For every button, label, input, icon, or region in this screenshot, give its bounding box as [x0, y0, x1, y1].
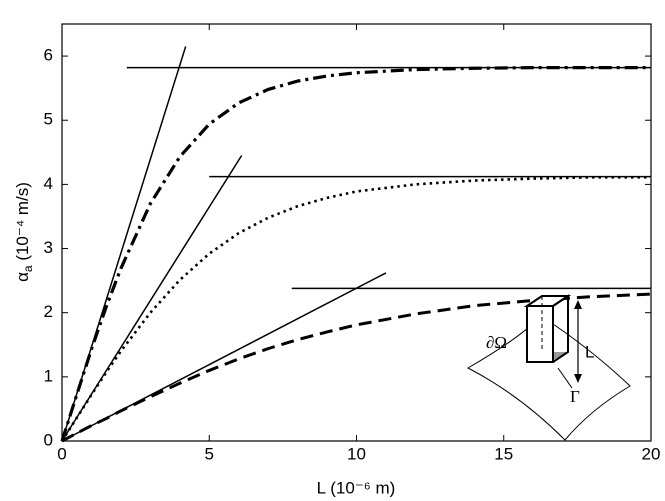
y-tick-label: 5	[44, 110, 53, 129]
data-line	[61, 292, 652, 443]
plot-area: 0 5 10 15 20 0 1 2 3 4 5 6	[44, 23, 661, 463]
inset-diagram: ∂Ω L Γ	[466, 294, 631, 441]
data-line	[60, 66, 651, 442]
y-axis-label: αa (10⁻⁴ m/s)	[13, 182, 35, 282]
y-tick-label: 0	[44, 430, 53, 449]
y-tick-label: 6	[44, 46, 53, 65]
inset-box-front	[526, 305, 554, 363]
x-tick-label: 20	[642, 444, 661, 463]
y-tick-label: 3	[44, 238, 53, 257]
inset-label: L	[585, 342, 594, 361]
x-tick-label: 5	[205, 444, 214, 463]
y-tick-label: 1	[44, 366, 53, 385]
x-tick-label: 15	[494, 444, 513, 463]
inset-box-side	[552, 294, 569, 363]
reference-line	[61, 46, 187, 442]
y-label-symbol: α	[13, 272, 32, 282]
y-label-unit: (10⁻⁴ m/s)	[13, 182, 32, 265]
x-tick-label: 10	[347, 444, 366, 463]
x-axis-label: L (10⁻⁶ m)	[317, 478, 396, 497]
y-tick-label: 4	[44, 174, 53, 193]
y-tick-label: 2	[44, 302, 53, 321]
inset-label: Γ	[570, 387, 580, 406]
inset-label: ∂Ω	[486, 333, 507, 352]
x-tick-label: 0	[57, 444, 66, 463]
y-label-subscript: a	[21, 265, 35, 272]
reference-line	[61, 155, 243, 442]
inset-pointer	[557, 367, 573, 389]
inset-arrowheads	[574, 300, 582, 383]
